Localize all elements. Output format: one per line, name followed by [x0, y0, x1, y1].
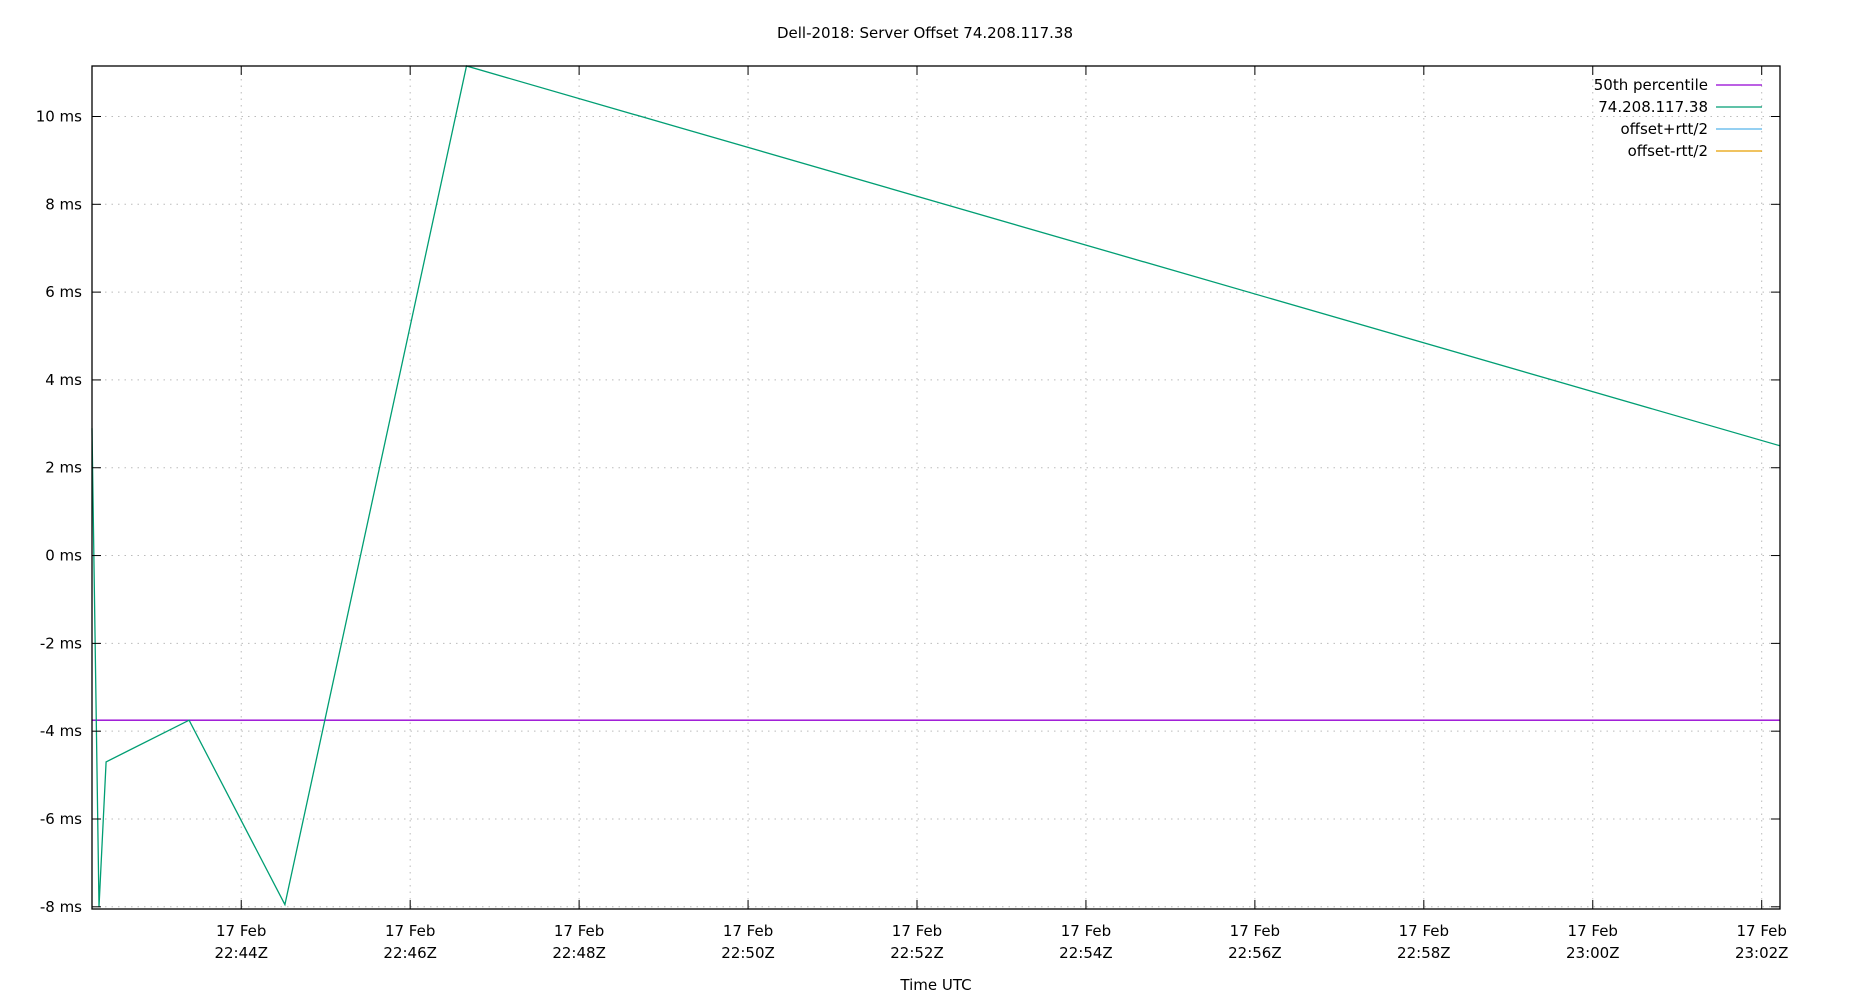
y-tick-label: 2 ms [45, 459, 82, 477]
x-tick-time-label: 22:52Z [890, 944, 944, 962]
legend-label: offset-rtt/2 [1628, 142, 1708, 160]
y-tick-label: -2 ms [40, 634, 82, 652]
y-tick-label: -4 ms [40, 722, 82, 740]
series-line [91, 65, 1781, 907]
x-tick-time-label: 22:50Z [721, 944, 775, 962]
y-tick-label: -8 ms [40, 898, 82, 916]
x-tick-date-label: 17 Feb [554, 922, 604, 940]
x-tick-date-label: 17 Feb [892, 922, 942, 940]
series-group [91, 65, 1781, 907]
x-axis-label: Time UTC [899, 976, 971, 994]
y-tick-label: 8 ms [45, 195, 82, 213]
y-tick-label: -6 ms [40, 810, 82, 828]
legend-label: 74.208.117.38 [1598, 98, 1708, 116]
x-tick-time-label: 22:46Z [383, 944, 437, 962]
x-tick-time-label: 23:00Z [1566, 944, 1620, 962]
x-tick-date-label: 17 Feb [1568, 922, 1618, 940]
chart-title: Dell-2018: Server Offset 74.208.117.38 [777, 24, 1073, 42]
legend: 50th percentile 74.208.117.38 offset+rtt/2… [1594, 76, 1762, 160]
legend-label: offset+rtt/2 [1620, 120, 1708, 138]
grid [92, 66, 1780, 909]
y-tick-label: 0 ms [45, 547, 82, 565]
y-tick-label: 4 ms [45, 371, 82, 389]
x-tick-date-label: 17 Feb [1230, 922, 1280, 940]
x-tick-date-label: 17 Feb [1061, 922, 1111, 940]
x-tick-date-label: 17 Feb [385, 922, 435, 940]
legend-label: 50th percentile [1594, 76, 1708, 94]
x-tick-time-label: 22:44Z [214, 944, 268, 962]
x-tick-date-label: 17 Feb [1399, 922, 1449, 940]
plot-border [91, 65, 1781, 910]
x-tick-time-label: 22:54Z [1059, 944, 1113, 962]
axis-ticks: -8 ms -6 ms -4 ms -2 ms 0 ms 2 ms 4 ms 6 ms 8 ms… [36, 66, 1789, 962]
x-tick-date-label: 17 Feb [1736, 922, 1786, 940]
x-tick-date-label: 17 Feb [216, 922, 266, 940]
x-tick-time-label: 22:56Z [1228, 944, 1282, 962]
x-tick-date-label: 17 Feb [723, 922, 773, 940]
x-tick-time-label: 23:02Z [1735, 944, 1789, 962]
x-tick-time-label: 22:48Z [552, 944, 606, 962]
y-tick-label: 10 ms [36, 107, 82, 125]
x-tick-time-label: 22:58Z [1397, 944, 1451, 962]
y-tick-label: 6 ms [45, 283, 82, 301]
